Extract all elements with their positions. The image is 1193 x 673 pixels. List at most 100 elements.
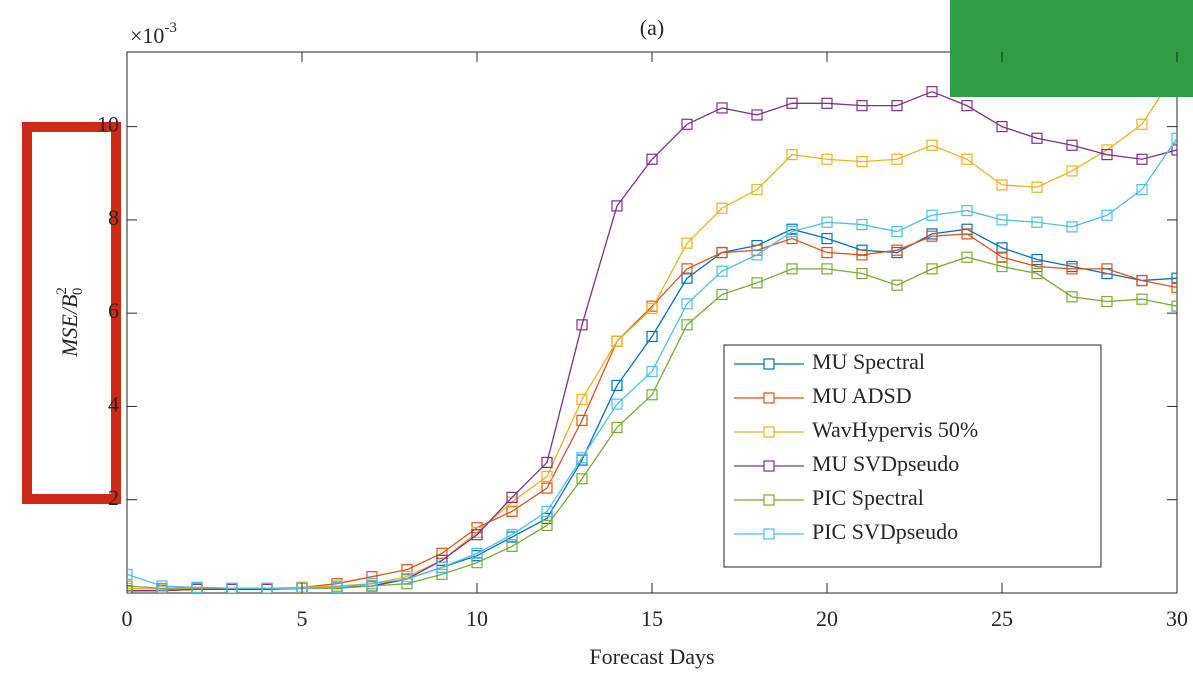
data-point — [1066, 139, 1078, 151]
data-point — [541, 470, 553, 483]
y-axis-label-sup: 2 — [54, 287, 70, 295]
data-point — [576, 319, 588, 331]
data-point — [191, 581, 203, 593]
legend-marker — [763, 358, 775, 370]
data-point — [961, 153, 973, 165]
data-point — [366, 578, 378, 590]
data-point — [681, 298, 693, 310]
data-point — [821, 97, 833, 109]
data-point — [681, 118, 693, 130]
data-point — [611, 398, 623, 410]
data-point — [716, 202, 728, 214]
data-point — [576, 473, 588, 485]
data-point — [541, 505, 553, 517]
data-point — [646, 153, 658, 165]
legend-label: MU Spectral — [812, 349, 925, 374]
data-point — [1101, 209, 1113, 221]
data-point — [401, 573, 413, 585]
data-point — [576, 393, 588, 406]
data-point — [891, 153, 903, 165]
x-tick-label: 10 — [466, 606, 488, 631]
legend-label: MU ADSD — [812, 383, 912, 408]
data-point — [1171, 144, 1177, 156]
data-point — [1031, 132, 1043, 144]
data-point — [1136, 118, 1148, 130]
x-tick-label: 30 — [1166, 606, 1188, 631]
x-axis-label: Forecast Days — [589, 644, 714, 669]
chart-title: (a) — [640, 15, 664, 40]
data-point — [996, 214, 1008, 226]
y-multiplier-exp: -3 — [164, 20, 177, 36]
data-point — [716, 102, 728, 114]
data-point — [681, 237, 693, 249]
data-point — [127, 580, 133, 592]
y-axis-label: MSE/B20 — [54, 287, 86, 358]
data-point — [716, 288, 728, 301]
legend-marker — [763, 460, 775, 472]
legend-label: PIC SVDpseudo — [812, 519, 958, 544]
data-point — [576, 452, 588, 464]
data-point — [366, 571, 378, 583]
data-point — [436, 568, 448, 580]
data-point — [891, 225, 903, 238]
y-tick-label: 6 — [108, 298, 119, 323]
data-point — [611, 335, 623, 347]
legend-marker — [763, 426, 775, 438]
data-point — [786, 232, 798, 245]
data-point — [1101, 295, 1113, 308]
data-point — [401, 564, 413, 576]
data-point — [856, 218, 868, 231]
y-tick-label: 10 — [97, 112, 119, 137]
x-tick-label: 20 — [816, 606, 838, 631]
data-point — [436, 561, 448, 573]
data-point — [1101, 263, 1113, 275]
data-point — [1066, 165, 1078, 177]
data-point — [681, 272, 693, 284]
y-multiplier: ×10-3 — [130, 20, 177, 48]
x-tick-label: 15 — [641, 606, 663, 631]
y-multiplier-base: ×10 — [130, 23, 164, 48]
data-point — [611, 200, 623, 212]
data-point — [506, 505, 518, 517]
data-point — [506, 491, 518, 503]
x-tick-label: 5 — [297, 606, 308, 631]
data-point — [961, 251, 973, 263]
data-point — [926, 86, 938, 98]
data-point — [716, 246, 728, 259]
data-point — [261, 582, 273, 593]
data-point — [1171, 281, 1177, 294]
y-axis-label-main: MSE/B — [57, 295, 82, 358]
data-point — [471, 557, 483, 569]
data-point — [506, 529, 518, 541]
data-point — [506, 540, 518, 552]
data-point — [1101, 149, 1113, 161]
data-point — [751, 183, 763, 196]
data-point — [891, 279, 903, 291]
data-point — [786, 149, 798, 161]
data-point — [611, 421, 623, 434]
data-point — [1031, 253, 1043, 266]
data-point — [331, 581, 343, 593]
data-point — [821, 216, 833, 228]
data-point — [926, 263, 938, 275]
data-point — [786, 263, 798, 275]
data-point — [226, 582, 238, 593]
data-point — [786, 225, 798, 238]
data-point — [1171, 300, 1177, 312]
x-tick-label: 25 — [991, 606, 1013, 631]
y-axis-label-sub: 0 — [70, 288, 86, 296]
data-point — [1136, 183, 1148, 196]
data-point — [996, 179, 1008, 191]
data-point — [856, 155, 868, 168]
data-point — [436, 554, 448, 566]
data-point — [1066, 263, 1078, 275]
data-point — [156, 580, 168, 592]
data-point — [646, 330, 658, 343]
data-point — [926, 139, 938, 151]
data-point — [961, 100, 973, 112]
y-tick-label: 8 — [108, 205, 119, 230]
legend-marker — [763, 494, 775, 506]
data-point — [576, 414, 588, 427]
data-point — [996, 121, 1008, 133]
